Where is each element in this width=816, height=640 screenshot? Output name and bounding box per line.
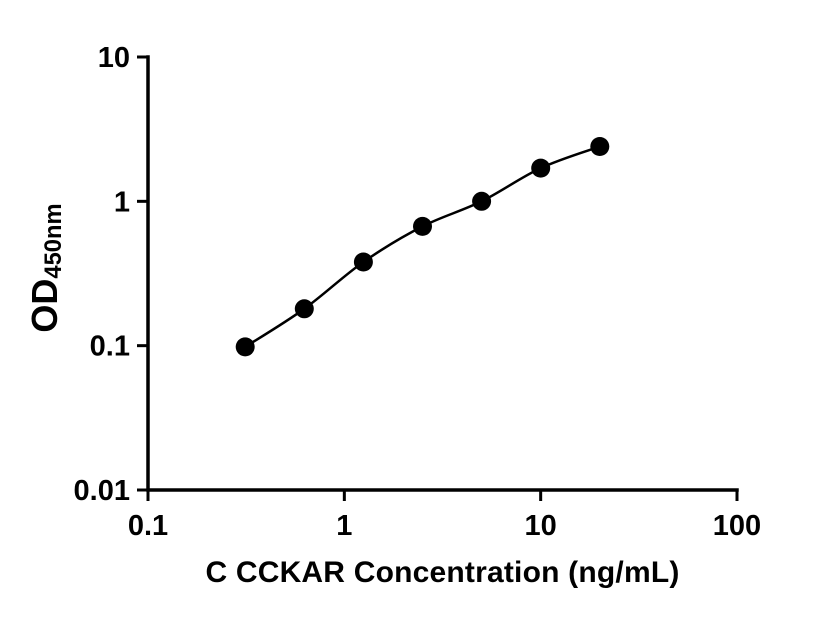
data-point <box>353 252 373 272</box>
x-tick-label: 0.1 <box>128 510 168 542</box>
x-tick-label: 100 <box>713 510 761 542</box>
y-tick-label: 0.1 <box>90 331 130 363</box>
y-tick-label: 1 <box>114 186 130 218</box>
data-point <box>472 191 492 211</box>
x-tick-label: 1 <box>336 510 352 542</box>
fit-curve <box>244 145 601 348</box>
y-axis-title-subscript: 450nm <box>40 203 68 279</box>
data-point <box>294 299 314 319</box>
data-point <box>235 337 255 357</box>
data-point <box>413 216 432 236</box>
data-point <box>590 137 610 156</box>
y-tick-label: 0.01 <box>74 475 130 507</box>
y-axis-title-main: OD <box>23 278 65 333</box>
x-tick-label: 10 <box>525 510 557 542</box>
x-axis-title: C CCKAR Concentration (ng/mL) <box>205 556 680 589</box>
y-axis-title: OD450nm <box>24 203 68 332</box>
axis-lines <box>146 55 739 492</box>
data-point <box>531 158 551 178</box>
y-tick-label: 10 <box>98 42 130 74</box>
